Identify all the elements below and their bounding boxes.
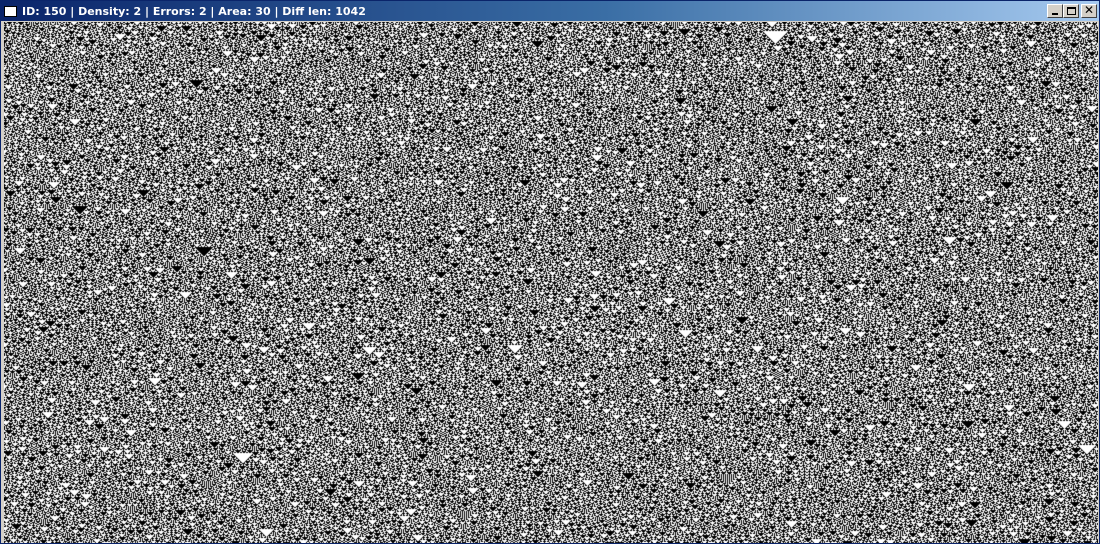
close-icon: ✕ bbox=[1083, 3, 1095, 17]
automaton-canvas-area bbox=[4, 22, 1098, 543]
maximize-button[interactable] bbox=[1063, 4, 1079, 18]
close-button[interactable]: ✕ bbox=[1081, 3, 1097, 18]
cellular-automaton-canvas bbox=[4, 22, 1098, 543]
window-title: ID: 150 | Density: 2 | Errors: 2 | Area:… bbox=[22, 4, 366, 18]
title-bar[interactable]: ID: 150 | Density: 2 | Errors: 2 | Area:… bbox=[1, 1, 1099, 21]
app-window-icon[interactable] bbox=[4, 5, 17, 17]
minimize-button[interactable] bbox=[1047, 4, 1063, 18]
minimize-icon bbox=[1052, 13, 1058, 15]
caption-buttons: ✕ bbox=[1047, 3, 1097, 18]
maximize-icon bbox=[1067, 7, 1076, 15]
